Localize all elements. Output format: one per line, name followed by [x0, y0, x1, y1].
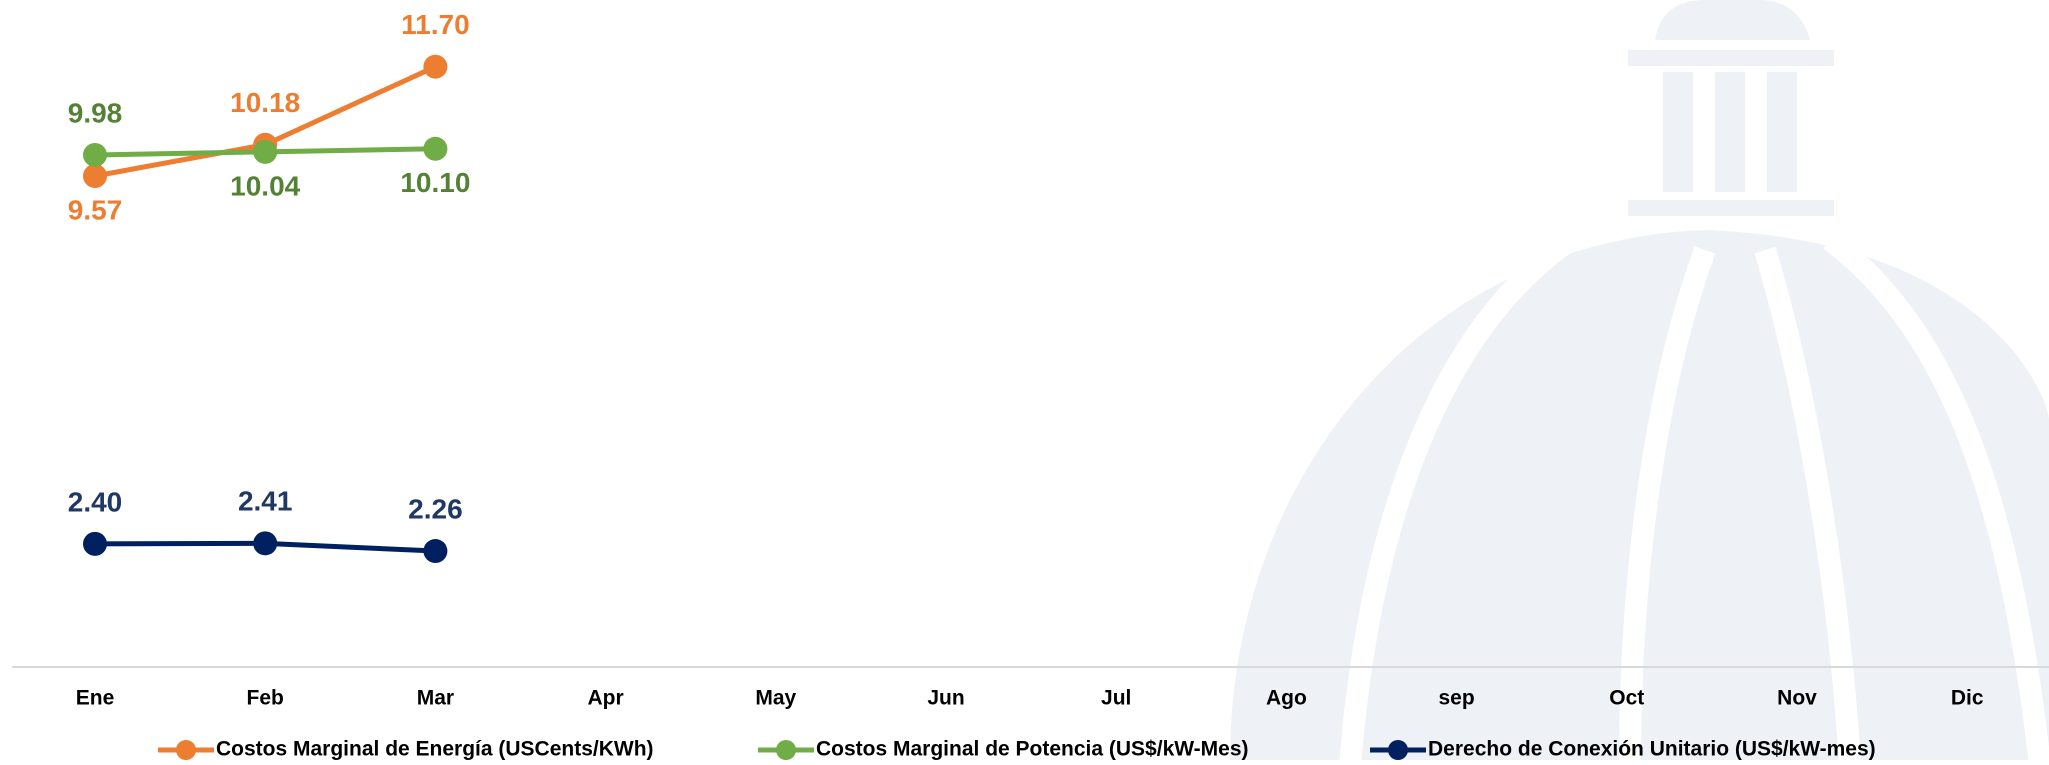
data-point [253, 531, 277, 555]
data-point [83, 143, 107, 167]
value-label: 2.41 [238, 486, 293, 517]
value-label: 9.98 [68, 97, 123, 128]
chart: Ene Feb Mar Apr May Jun Jul Ago sep Oct Nov Dic 9.57… [0, 0, 2049, 765]
x-tick-label: Jul [1101, 687, 1131, 710]
x-tick-label: Apr [588, 687, 624, 710]
x-tick-label: Jun [927, 687, 964, 710]
x-tick-label: Ene [76, 687, 115, 710]
column [1715, 72, 1745, 192]
value-label: 10.10 [400, 167, 470, 198]
x-tick-label: Feb [247, 687, 284, 710]
legend-label: Costos Marginal de Energía (USCents/KWh) [216, 738, 654, 761]
x-tick-label: Oct [1609, 687, 1644, 710]
x-tick-label: Dic [1951, 687, 1984, 710]
legend-marker [776, 740, 796, 760]
value-label: 2.40 [68, 486, 123, 517]
value-label: 2.26 [408, 493, 463, 524]
legend-label: Costos Marginal de Potencia (US$/kW-Mes) [816, 738, 1249, 761]
x-tick-label: sep [1439, 687, 1475, 710]
data-point [423, 539, 447, 563]
lantern [1655, 0, 1810, 40]
data-point [253, 140, 277, 164]
legend-label: Derecho de Conexión Unitario (US$/kW-mes… [1428, 738, 1876, 761]
legend-marker [176, 740, 196, 760]
column [1767, 72, 1797, 192]
value-label: 11.70 [401, 9, 470, 40]
value-label: 9.57 [68, 194, 123, 225]
value-label: 10.18 [230, 87, 300, 118]
x-tick-label: Mar [417, 687, 454, 710]
data-point [83, 164, 107, 188]
legend-marker [1388, 740, 1408, 760]
cornice [1628, 200, 1834, 216]
value-label: 10.04 [230, 170, 300, 201]
x-tick-label: Ago [1266, 687, 1307, 710]
x-tick-label: Nov [1777, 687, 1817, 710]
data-point [423, 137, 447, 161]
cornice [1628, 50, 1834, 66]
x-tick-label: May [755, 687, 796, 710]
data-point [83, 532, 107, 556]
column [1663, 72, 1693, 192]
data-point [423, 55, 447, 79]
